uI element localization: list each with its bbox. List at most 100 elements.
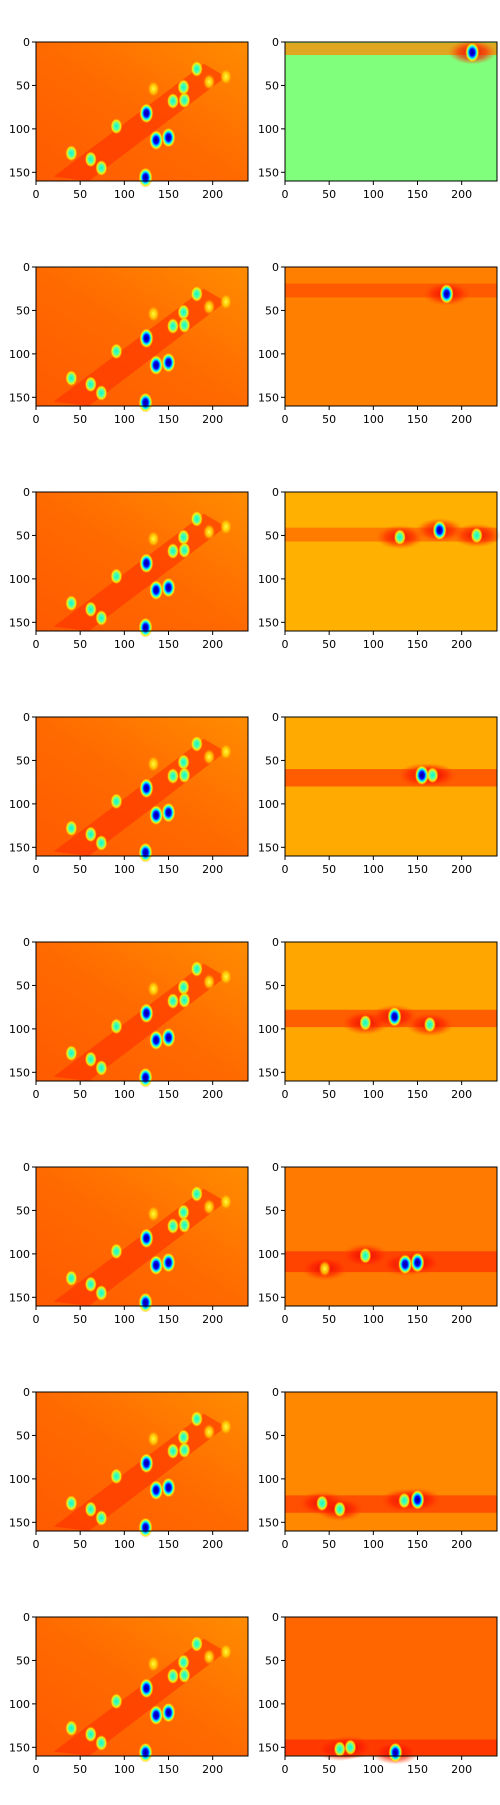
left-x-tick-label: 50	[73, 413, 87, 426]
right-blob	[426, 767, 439, 784]
right-blob	[414, 765, 429, 786]
left-blob	[95, 159, 108, 176]
right-x-tick-label: 0	[282, 863, 289, 876]
left-blob	[110, 1693, 123, 1710]
left-blob	[138, 1292, 153, 1313]
left-frame	[35, 491, 249, 632]
left-blob	[147, 305, 160, 322]
left-blob	[166, 993, 179, 1010]
panel-right-row-1: 0 50 100 150 200 0 50 100 150	[258, 36, 498, 201]
left-y-tick-label: 100	[9, 348, 30, 361]
left-blob	[147, 80, 160, 97]
right-x-tick-label: 100	[363, 1313, 384, 1326]
left-blob	[161, 352, 176, 373]
left-blob	[110, 1243, 123, 1260]
right-x-tick-label: 200	[451, 638, 472, 651]
left-blob	[138, 842, 153, 863]
left-x-tick-label: 50	[73, 1313, 87, 1326]
right-x-tick-label: 200	[451, 863, 472, 876]
left-blob	[203, 973, 216, 990]
left-y-tick-label: 0	[23, 1611, 30, 1624]
left-blob	[219, 68, 232, 85]
left-y-tick-label: 0	[23, 486, 30, 499]
left-blob	[161, 1702, 176, 1723]
left-blob	[149, 1255, 164, 1276]
left-y-tick-label: 50	[16, 1429, 30, 1442]
right-blob	[410, 1252, 425, 1273]
left-x-tick-label: 50	[73, 863, 87, 876]
left-y-tick-label: 100	[9, 1248, 30, 1261]
left-x-tick-label: 100	[114, 1763, 135, 1776]
left-blob	[84, 601, 97, 618]
right-x-tick-label: 0	[282, 413, 289, 426]
right-frame	[284, 941, 498, 1082]
right-frame	[284, 1166, 498, 1307]
left-blob	[95, 1509, 108, 1526]
left-blob	[177, 529, 190, 546]
left-blob	[84, 1276, 97, 1293]
right-x-tick-label: 200	[451, 1763, 472, 1776]
right-x-tick-label: 50	[322, 863, 336, 876]
left-blob	[161, 127, 176, 148]
left-y-tick-label: 0	[23, 711, 30, 724]
right-x-tick-label: 0	[282, 1763, 289, 1776]
right-frame	[284, 1616, 498, 1757]
left-x-tick-label: 100	[114, 1313, 135, 1326]
left-blob	[138, 1067, 153, 1088]
left-x-tick-label: 150	[158, 188, 179, 201]
right-blob	[359, 1247, 372, 1264]
left-blob	[95, 609, 108, 626]
left-frame	[35, 716, 249, 857]
right-y-tick-label: 0	[272, 36, 279, 49]
left-blob	[203, 1648, 216, 1665]
left-frame	[35, 1616, 249, 1757]
left-blob	[95, 1059, 108, 1076]
left-y-tick-label: 150	[9, 391, 30, 404]
left-y-tick-label: 100	[9, 798, 30, 811]
left-blob	[65, 1270, 78, 1287]
right-band	[285, 42, 497, 56]
right-blob	[393, 529, 406, 546]
left-y-tick-label: 150	[9, 1516, 30, 1529]
panel-right-row-5: 0 50 100 150 200 0 50 100 150	[258, 936, 498, 1101]
left-y-tick-label: 100	[9, 1473, 30, 1486]
right-x-tick-label: 150	[407, 863, 428, 876]
right-x-tick-label: 200	[451, 413, 472, 426]
right-x-tick-label: 50	[322, 1313, 336, 1326]
right-x-tick-label: 200	[451, 1313, 472, 1326]
right-y-tick-label: 0	[272, 1386, 279, 1399]
right-y-tick-label: 150	[258, 1066, 279, 1079]
panel-left-row-2: 0 50 100 150 200 0 50 100 150	[9, 261, 249, 426]
left-x-tick-label: 50	[73, 638, 87, 651]
right-y-tick-label: 100	[258, 348, 279, 361]
left-x-tick-label: 200	[202, 1763, 223, 1776]
left-y-tick-label: 0	[23, 1386, 30, 1399]
left-blob	[190, 1635, 203, 1652]
right-y-tick-label: 150	[258, 391, 279, 404]
left-blob	[110, 1018, 123, 1035]
right-x-tick-label: 150	[407, 638, 428, 651]
left-x-tick-label: 200	[202, 1088, 223, 1101]
left-blob	[190, 510, 203, 527]
left-x-tick-label: 100	[114, 413, 135, 426]
left-x-tick-label: 50	[73, 1763, 87, 1776]
left-blob	[203, 1423, 216, 1440]
left-blob	[138, 392, 153, 413]
left-blob	[219, 1643, 232, 1660]
left-x-tick-label: 0	[33, 638, 40, 651]
right-x-tick-label: 150	[407, 1088, 428, 1101]
left-blob	[138, 1742, 153, 1763]
left-blob	[84, 1501, 97, 1518]
right-blob	[470, 527, 483, 544]
left-x-tick-label: 100	[114, 863, 135, 876]
left-blob	[139, 328, 154, 349]
right-heatmap-bg	[285, 492, 497, 631]
left-blob	[203, 748, 216, 765]
left-blob	[65, 145, 78, 162]
left-y-tick-label: 150	[9, 616, 30, 629]
panel-left-row-3: 0 50 100 150 200 0 50 100 150	[9, 486, 249, 651]
left-blob	[203, 298, 216, 315]
left-y-tick-label: 0	[23, 936, 30, 949]
left-x-tick-label: 100	[114, 188, 135, 201]
